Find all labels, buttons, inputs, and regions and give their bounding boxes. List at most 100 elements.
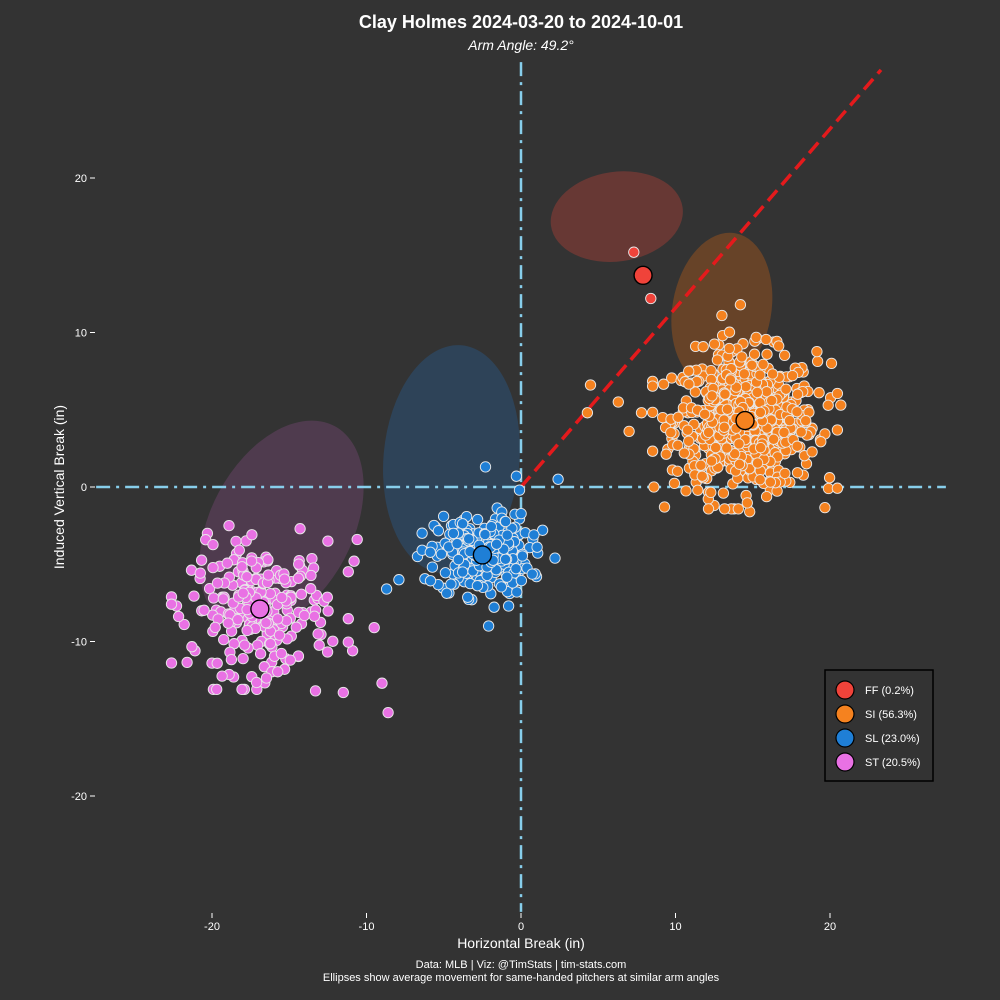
pitch-point	[729, 448, 741, 460]
pitch-point	[536, 524, 549, 536]
pitch-point	[813, 387, 825, 399]
pitch-point	[658, 501, 671, 513]
pitch-point	[165, 598, 178, 610]
pitch-point	[764, 476, 777, 488]
pitch-point	[581, 407, 594, 419]
x-tick-label: 20	[824, 921, 836, 933]
pitch-point	[209, 621, 221, 634]
pitch-point	[811, 345, 823, 358]
pitch-point	[211, 577, 224, 589]
pitch-point	[232, 613, 244, 626]
pitch-point	[376, 677, 388, 689]
pitch-point	[223, 519, 235, 532]
y-axis-label: Induced Vertical Break (in)	[51, 405, 67, 569]
pitch-point	[437, 510, 450, 523]
x-tick-label: -10	[359, 921, 375, 933]
pitch-point	[393, 574, 405, 586]
pitch-point	[646, 406, 659, 419]
pitch-point	[584, 379, 597, 391]
pitch-point	[262, 554, 274, 566]
pitch-point	[272, 666, 284, 678]
pitch-point	[309, 685, 322, 697]
chart-title: Clay Holmes 2024-03-20 to 2024-10-01	[359, 12, 683, 32]
pitch-point	[831, 387, 844, 400]
pitch-point	[203, 582, 216, 595]
pitch-point	[499, 553, 512, 565]
pitch-point	[786, 369, 799, 382]
pitch-point	[791, 440, 803, 452]
y-axis-ticks: -20 -10 0 10 20	[71, 173, 95, 803]
pitch-point	[305, 569, 317, 582]
pitch-point	[305, 583, 317, 595]
pitch-point	[733, 458, 746, 470]
pitch-point	[380, 583, 393, 595]
pitch-point	[791, 467, 804, 479]
pitch-point	[736, 351, 748, 363]
pitch-point	[292, 572, 305, 584]
pitch-point	[754, 441, 767, 454]
pitch-point	[445, 578, 457, 590]
pitch-point	[773, 340, 785, 352]
pitch-point	[272, 613, 284, 625]
pitch-point	[435, 548, 448, 560]
pitch-point	[456, 518, 469, 530]
pitch-point	[490, 538, 503, 550]
pitch-point	[237, 587, 249, 599]
pitch-point	[250, 676, 263, 689]
pitch-point	[416, 527, 428, 539]
pitch-point	[516, 550, 529, 562]
pitch-point	[499, 515, 512, 528]
pitch-point	[424, 546, 436, 558]
pitch-point	[260, 617, 272, 629]
pitch-point	[368, 621, 380, 634]
pitch-point	[426, 561, 439, 573]
pitch-point	[695, 459, 707, 471]
pitch-point	[463, 533, 475, 545]
pitch-point	[750, 331, 762, 344]
pitch-point	[236, 683, 248, 696]
x-axis-ticks: -20 -10 0 10 20	[204, 913, 836, 933]
pitch-point	[683, 435, 695, 447]
pitch-point	[321, 591, 333, 603]
caption-line-1: Data: MLB | Viz: @TimStats | tim-stats.c…	[416, 959, 627, 971]
pitch-point	[221, 557, 233, 569]
pitch-point	[337, 686, 349, 699]
pitch-point	[293, 558, 305, 570]
pitch-mean-3	[250, 599, 270, 619]
comparison-ellipse-0	[550, 171, 683, 262]
pitch-point	[835, 399, 847, 411]
pitch-point	[754, 406, 767, 419]
pitch-point	[165, 657, 178, 669]
pitch-point	[800, 415, 812, 427]
pitch-point	[238, 639, 251, 651]
chart-subtitle: Arm Angle: 49.2°	[467, 37, 574, 53]
legend-swatch-1	[835, 704, 855, 724]
pitch-point	[732, 503, 744, 515]
pitch-point	[628, 246, 640, 258]
pitch-point	[705, 486, 717, 499]
legend-label-3: ST (20.5%)	[865, 757, 920, 769]
pitch-point	[246, 529, 258, 541]
legend-swatch-2	[835, 728, 855, 748]
pitch-point	[479, 461, 492, 473]
pitch-point	[471, 580, 484, 592]
pitch-point	[211, 657, 223, 669]
pitch-point	[225, 653, 238, 666]
arm-angle-line	[519, 68, 883, 489]
pitch-point	[819, 501, 831, 514]
pitch-point	[733, 438, 745, 450]
pitch-point	[290, 621, 302, 633]
pitch-point	[831, 482, 844, 494]
y-tick-label: -20	[71, 791, 87, 803]
pitch-point	[260, 672, 273, 684]
legend-label-1: SI (56.3%)	[865, 709, 917, 721]
pitch-point	[342, 636, 354, 648]
pitch-point	[751, 386, 763, 399]
pitch-point	[672, 439, 684, 451]
caption-line-2: Ellipses show average movement for same-…	[323, 972, 720, 984]
pitch-point	[748, 348, 761, 360]
pitch-point	[207, 592, 220, 604]
y-tick-label: 20	[75, 173, 87, 185]
pitch-point	[718, 503, 731, 515]
pitch-point	[665, 426, 677, 439]
